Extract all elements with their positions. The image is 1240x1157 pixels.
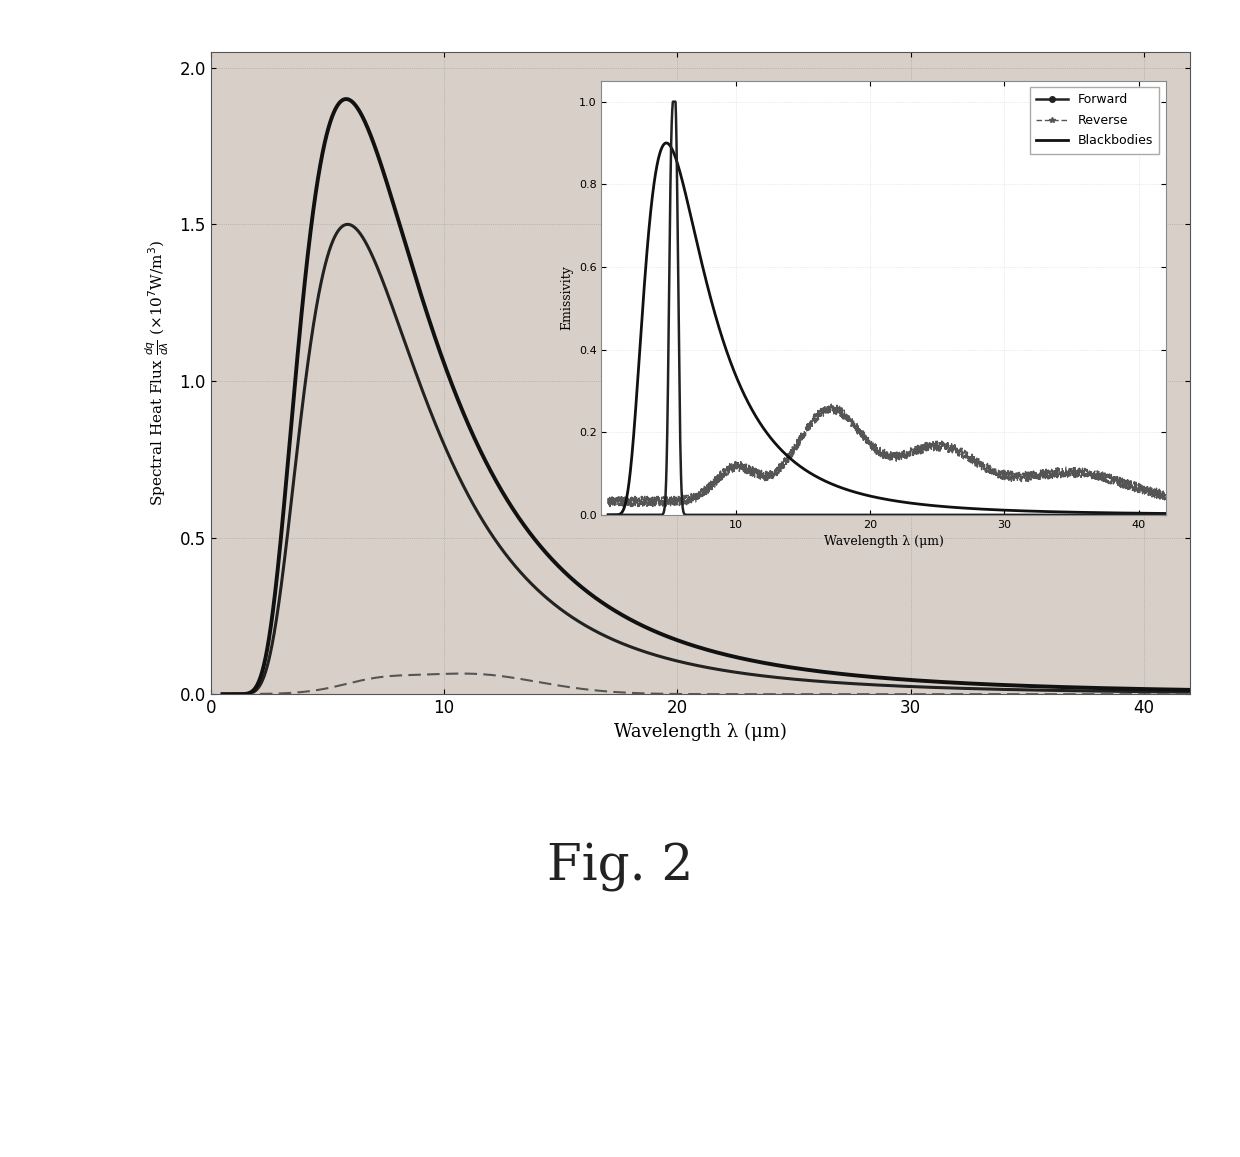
Legend: Forward, Reverse, Blackbodies: Forward, Reverse, Blackbodies bbox=[1030, 87, 1159, 154]
X-axis label: Wavelength λ (μm): Wavelength λ (μm) bbox=[823, 536, 944, 548]
Y-axis label: Spectral Heat Flux $\frac{dq}{d\lambda}$ (×10$^7$W/m$^3$): Spectral Heat Flux $\frac{dq}{d\lambda}$… bbox=[144, 239, 171, 507]
X-axis label: Wavelength λ (μm): Wavelength λ (μm) bbox=[614, 723, 787, 740]
Y-axis label: Emissivity: Emissivity bbox=[560, 265, 573, 331]
Text: Fig. 2: Fig. 2 bbox=[547, 843, 693, 892]
